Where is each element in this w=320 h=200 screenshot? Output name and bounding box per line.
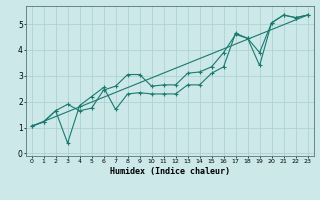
X-axis label: Humidex (Indice chaleur): Humidex (Indice chaleur) bbox=[109, 167, 230, 176]
